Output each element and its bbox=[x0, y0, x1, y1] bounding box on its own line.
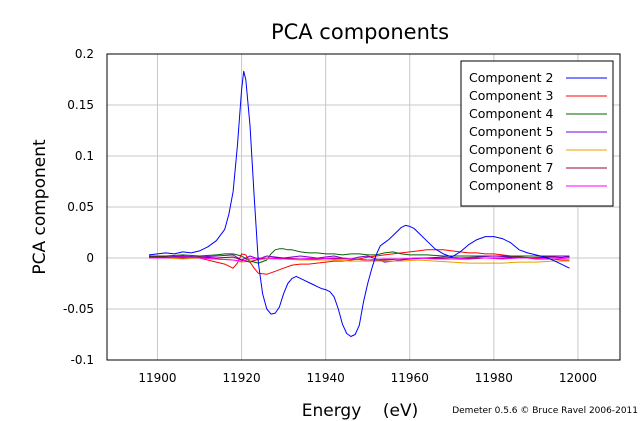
legend: Component 2 Component 3 Component 4 Compone… bbox=[460, 60, 614, 207]
legend-label: Component 5 bbox=[469, 124, 554, 139]
x-tick-label: 11920 bbox=[222, 371, 260, 385]
y-tick-label: 0 bbox=[86, 251, 94, 265]
chart-title: PCA components bbox=[271, 20, 449, 44]
series-line-4 bbox=[149, 248, 570, 264]
y-tick-label: -0.1 bbox=[71, 353, 94, 367]
x-tick-label: 12000 bbox=[559, 371, 597, 385]
credit-text: Demeter 0.5.6 © Bruce Ravel 2006-2011 bbox=[452, 406, 638, 416]
legend-label: Component 3 bbox=[469, 88, 554, 103]
legend-label: Component 7 bbox=[469, 160, 554, 175]
series-line-8 bbox=[149, 256, 570, 262]
y-tick-label: 0.15 bbox=[67, 98, 94, 112]
y-tick-label: 0.05 bbox=[67, 200, 94, 214]
x-tick-label: 11980 bbox=[475, 371, 513, 385]
legend-box bbox=[460, 60, 614, 207]
y-tick-label: 0.1 bbox=[75, 149, 94, 163]
series-lines bbox=[148, 70, 570, 337]
x-tick-label: 11900 bbox=[138, 371, 176, 385]
series-line-2 bbox=[148, 70, 570, 337]
tick-labels: 11900 11920 11940 11960 11980 12000 -0.1 -0.05 0… bbox=[63, 47, 597, 385]
legend-label: Component 8 bbox=[469, 178, 554, 193]
y-axis-label: PCA component bbox=[30, 139, 50, 275]
x-tick-label: 11940 bbox=[307, 371, 345, 385]
legend-label: Component 2 bbox=[469, 70, 554, 85]
series-line-3 bbox=[148, 249, 570, 275]
legend-label: Component 4 bbox=[469, 106, 554, 121]
y-tick-label: 0.2 bbox=[75, 47, 94, 61]
x-tick-label: 11960 bbox=[391, 371, 429, 385]
legend-label: Component 6 bbox=[469, 142, 554, 157]
plot-frame bbox=[106, 53, 621, 361]
y-tick-label: -0.05 bbox=[63, 302, 94, 316]
x-axis-label: Energy (eV) bbox=[302, 401, 419, 421]
